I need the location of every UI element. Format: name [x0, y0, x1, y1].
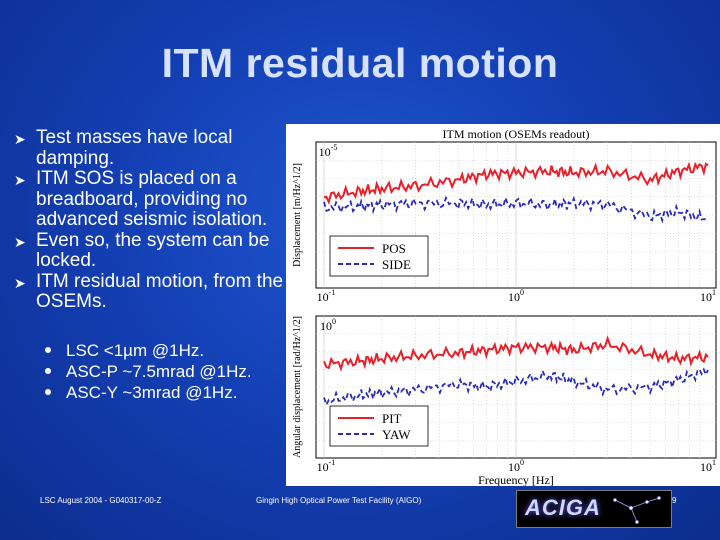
dot-bullet-icon: [45, 389, 51, 395]
legend-box: [329, 235, 429, 277]
series-line-yaw: [323, 367, 709, 408]
bullet-list: ➤ Test masses have local damping. ➤ ITM SO…: [12, 127, 312, 313]
legend-label: POS: [382, 241, 406, 256]
bullet-item: ➤ Test masses have local damping.: [14, 127, 233, 169]
page-title: ITM residual motion: [161, 40, 559, 86]
legend-label: PIT: [382, 411, 402, 426]
dot-bullet-icon: [45, 368, 51, 374]
constellation-icon: [613, 496, 661, 524]
series-line-pos: [323, 161, 709, 206]
bullet-item: ➤ Even so, the system can be locked.: [14, 229, 270, 271]
aciga-logo: ACIGA: [516, 490, 672, 528]
x-tick-label: 100: [508, 288, 524, 304]
legend-label: YAW: [382, 427, 411, 442]
x-tick-label: 10-1: [317, 288, 336, 304]
legend-label: SIDE: [382, 257, 411, 272]
sub-bullet-item: LSC <1µm @1Hz.: [42, 340, 252, 361]
arrow-bullet-icon: ➤: [14, 233, 26, 250]
x-tick-label: 100: [508, 458, 524, 474]
sub-bullet-item: ASC-P ~7.5mrad @1Hz.: [42, 361, 252, 382]
bullet-item: ➤ ITM residual motion, from the OSEMs.: [14, 270, 284, 312]
y-axis-label: Displacement [m/Hz^1/2]: [292, 163, 303, 267]
footer-center: Gingin High Optical Power Test Facility …: [256, 496, 422, 505]
sub-bullet-item: ASC-Y ~3mrad @1Hz.: [42, 382, 252, 403]
bullet-item: ➤ ITM SOS is placed on a breadboard, prov…: [14, 168, 268, 230]
itm-motion-figure: ITM motion (OSEMs readout) Displacement […: [286, 124, 720, 487]
arrow-bullet-icon: ➤: [14, 131, 26, 147]
legend-box: [329, 405, 429, 447]
x-axis-label: Frequency [Hz]: [478, 473, 554, 486]
dot-bullet-icon: [45, 347, 51, 353]
footer-left: LSC August 2004 - G040317-00-Z: [40, 496, 162, 505]
arrow-bullet-icon: ➤: [14, 274, 26, 291]
x-tick-label: 10-1: [317, 458, 336, 474]
sub-bullet-list: LSC <1µm @1Hz. ASC-P ~7.5mrad @1Hz. ASC-…: [42, 340, 252, 403]
y-axis-label: Angular displacement [rad/Hz^1/2]: [292, 316, 303, 458]
page-number: 9: [672, 496, 677, 505]
x-tick-label: 101: [700, 458, 716, 474]
arrow-bullet-icon: ➤: [14, 172, 26, 188]
y-tick-label: 10-5: [319, 143, 338, 159]
x-tick-label: 101: [700, 288, 716, 304]
motion-plot-svg: ITM motion (OSEMs readout) Displacement […: [292, 127, 717, 487]
logo-text: ACIGA: [525, 495, 601, 520]
series-line-pit: [323, 335, 709, 372]
series-line-side: [323, 194, 709, 224]
chart-title: ITM motion (OSEMs readout): [443, 127, 590, 141]
y-tick-label: 100: [320, 317, 336, 333]
